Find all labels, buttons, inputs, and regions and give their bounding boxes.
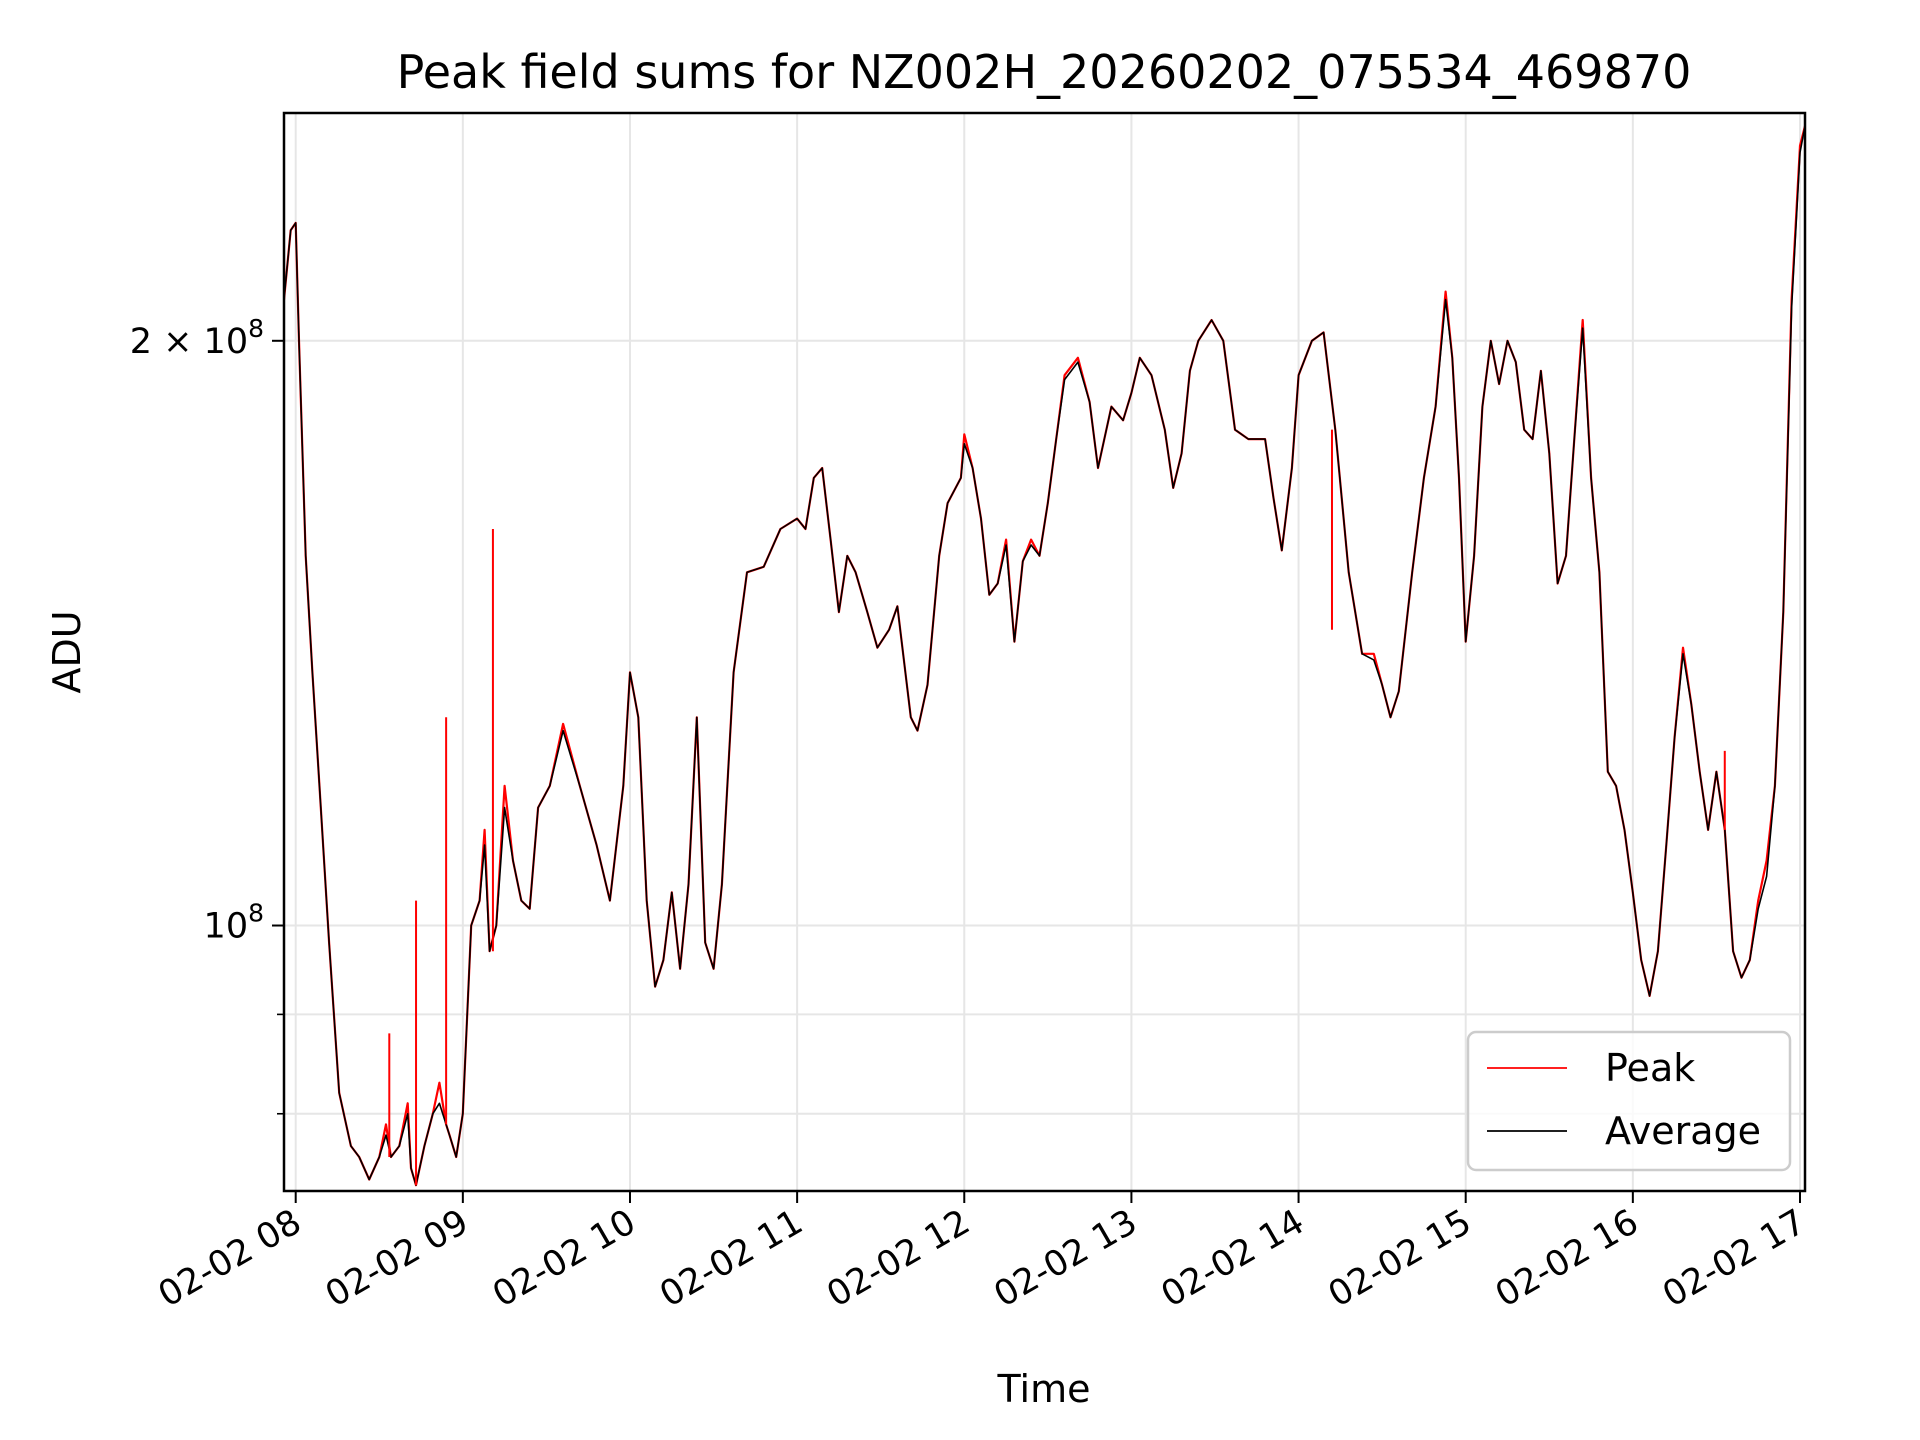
y-tick-label: 2 × 108 [130, 314, 264, 362]
grid [284, 113, 1805, 1191]
x-axis-label: Time [997, 1367, 1091, 1411]
y-axis: 108 2 × 108 [130, 314, 284, 1115]
legend-box [1466, 1030, 1792, 1172]
legend: Peak Average [1466, 1030, 1792, 1172]
legend-label-average: Average [1605, 1109, 1761, 1153]
plot-lines [284, 125, 1805, 1187]
plot-frame [282, 111, 1807, 1193]
y-tick-label: 108 [204, 899, 264, 947]
y-axis-label: ADU [45, 610, 89, 693]
legend-label-peak: Peak [1605, 1046, 1695, 1090]
chart-title: Peak field sums for NZ002H_20260202_0755… [397, 45, 1692, 99]
series-line-average [284, 125, 1805, 1186]
